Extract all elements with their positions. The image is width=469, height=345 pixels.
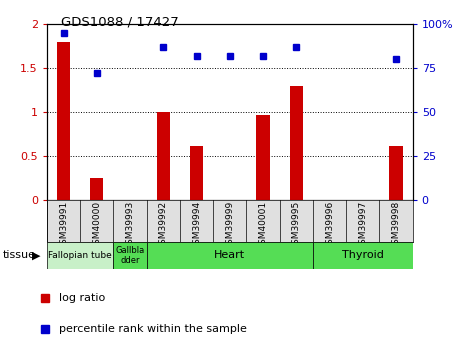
Bar xyxy=(257,115,270,200)
Text: Thyroid: Thyroid xyxy=(342,250,384,260)
Text: GSM39991: GSM39991 xyxy=(59,201,68,250)
Text: GSM39995: GSM39995 xyxy=(292,201,301,250)
Text: GSM39996: GSM39996 xyxy=(325,201,334,250)
Text: GSM40000: GSM40000 xyxy=(92,201,101,250)
Bar xyxy=(157,112,170,200)
Text: GSM39999: GSM39999 xyxy=(225,201,234,250)
Bar xyxy=(57,42,70,200)
Text: Heart: Heart xyxy=(214,250,245,260)
Bar xyxy=(147,241,313,269)
Bar xyxy=(113,241,147,269)
Text: GSM39994: GSM39994 xyxy=(192,201,201,250)
Text: tissue: tissue xyxy=(2,250,35,260)
Bar xyxy=(389,146,403,200)
Bar xyxy=(313,241,413,269)
Bar xyxy=(190,146,203,200)
Text: GSM39998: GSM39998 xyxy=(392,201,401,250)
Text: Gallbla
dder: Gallbla dder xyxy=(115,246,144,265)
Text: Fallopian tube: Fallopian tube xyxy=(48,251,112,260)
Text: GSM39997: GSM39997 xyxy=(358,201,367,250)
Text: GDS1088 / 17427: GDS1088 / 17427 xyxy=(61,16,179,29)
Text: GSM40001: GSM40001 xyxy=(258,201,268,250)
Bar xyxy=(290,86,303,200)
Bar xyxy=(47,241,113,269)
Bar xyxy=(90,178,104,200)
Text: ▶: ▶ xyxy=(32,250,40,260)
Text: GSM39993: GSM39993 xyxy=(126,201,135,250)
Text: GSM39992: GSM39992 xyxy=(159,201,168,250)
Text: log ratio: log ratio xyxy=(60,294,106,303)
Text: percentile rank within the sample: percentile rank within the sample xyxy=(60,325,247,334)
